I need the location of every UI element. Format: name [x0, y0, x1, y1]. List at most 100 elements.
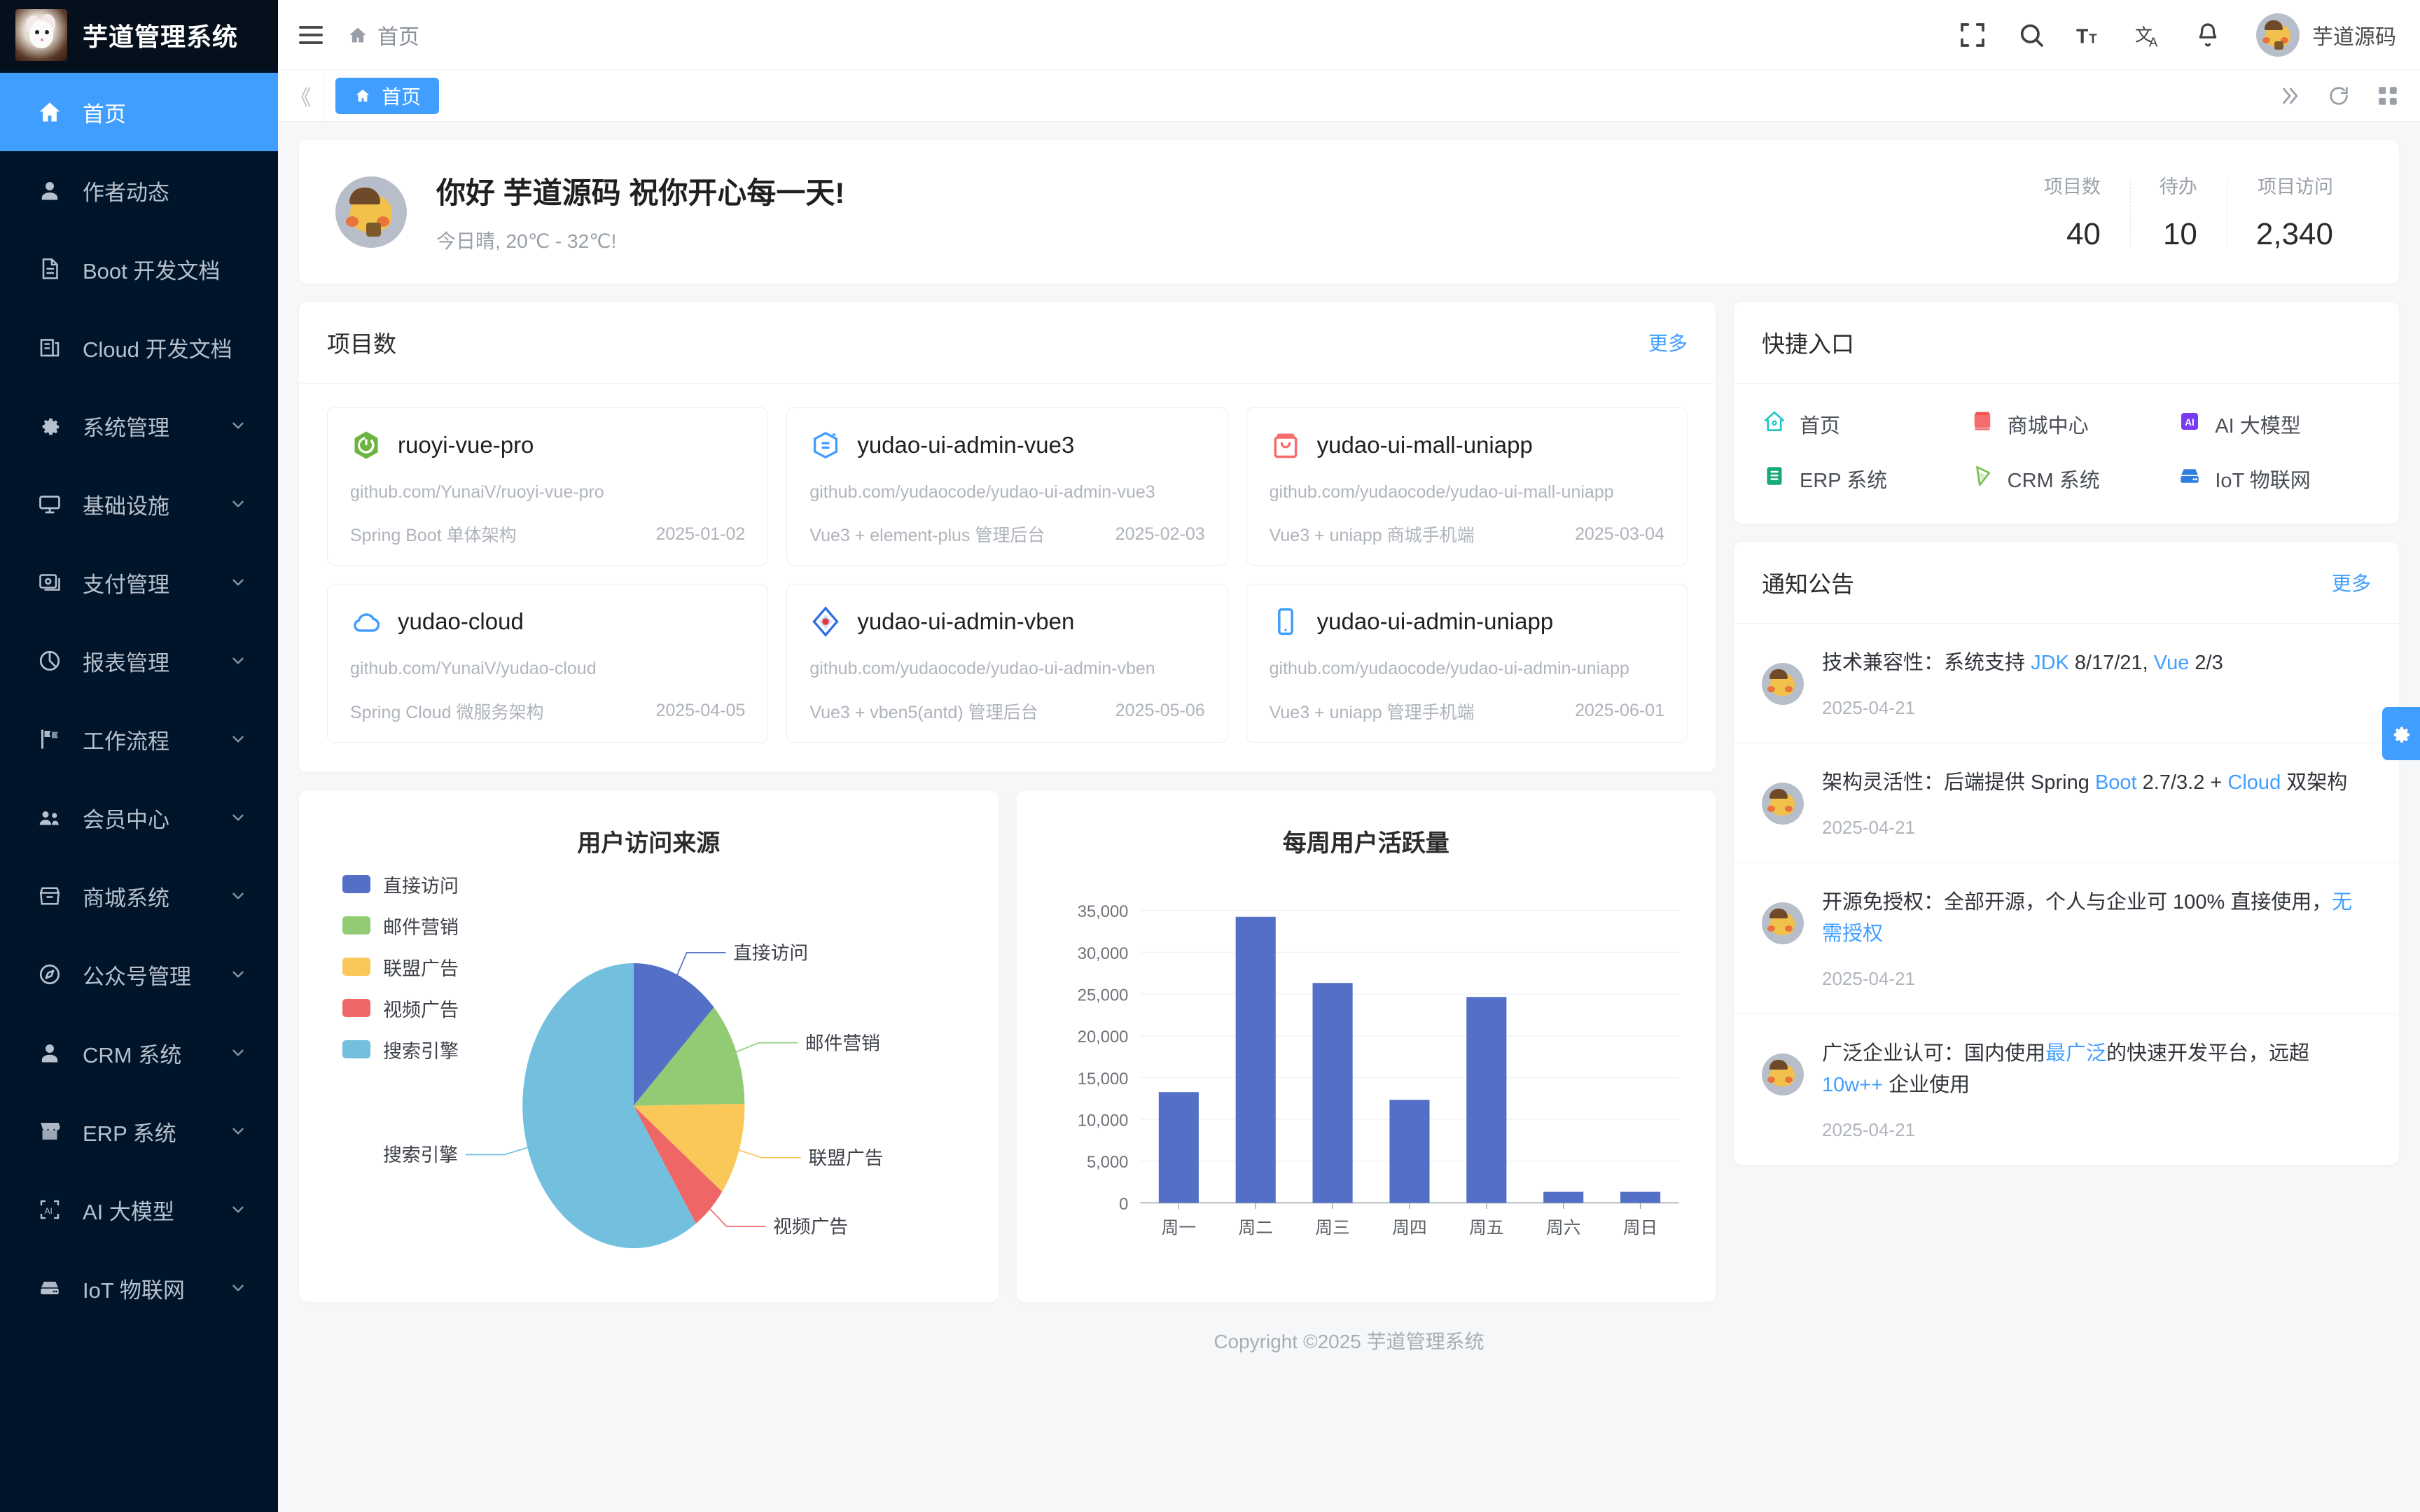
projects-more-link[interactable]: 更多: [1648, 332, 1688, 354]
notice-link[interactable]: Cloud: [2227, 771, 2281, 794]
search-icon[interactable]: [2011, 15, 2052, 55]
sidebar-item-12[interactable]: CRM 系统: [0, 1014, 278, 1092]
project-card-2[interactable]: yudao-ui-mall-uniapp github.com/yudaocod…: [1246, 407, 1688, 566]
element-icon: [809, 429, 842, 461]
sidebar-item-6[interactable]: 支付管理: [0, 543, 278, 622]
bar-6[interactable]: [1620, 1191, 1660, 1203]
project-name: yudao-ui-admin-vben: [857, 608, 1075, 635]
sidebar-item-11[interactable]: 公众号管理: [0, 935, 278, 1014]
project-card-5[interactable]: yudao-ui-admin-uniapp github.com/yudaoco…: [1246, 584, 1688, 743]
notice-link[interactable]: Boot: [2094, 771, 2137, 794]
user-menu[interactable]: 芋道源码: [2256, 13, 2396, 57]
sidebar-item-15[interactable]: IoT 物联网: [0, 1249, 278, 1327]
project-meta: Vue3 + uniapp 管理手机端 2025-06-01: [1270, 682, 1664, 724]
project-card-3[interactable]: yudao-cloud github.com/YunaiV/yudao-clou…: [327, 584, 769, 743]
sidebar-item-4[interactable]: 系统管理: [0, 386, 278, 465]
tab-0[interactable]: 首页: [335, 77, 440, 114]
grid-icon[interactable]: [2371, 79, 2405, 113]
fullscreen-icon[interactable]: [1952, 15, 1993, 55]
project-name: yudao-ui-mall-uniapp: [1316, 432, 1533, 458]
notice-link[interactable]: JDK: [2031, 652, 2069, 674]
notices-more-link[interactable]: 更多: [2331, 573, 2371, 594]
pie-slice-2[interactable]: [633, 1103, 745, 1192]
notice-link[interactable]: 10w++: [1822, 1073, 1884, 1096]
notice-text: 广泛企业认可：国内使用: [1822, 1042, 2046, 1065]
next-tabs-icon[interactable]: [2273, 79, 2307, 113]
notice-item-2[interactable]: 开源免授权：全部开源，个人与企业可 100% 直接使用，无需授权 2025-04…: [1734, 863, 2399, 1014]
notice-link[interactable]: 最广泛: [2045, 1042, 2107, 1065]
pie-legend-item-4[interactable]: 搜索引擎: [342, 1036, 459, 1063]
bar-1[interactable]: [1235, 916, 1276, 1203]
pie-slice-0[interactable]: [633, 962, 714, 1106]
breadcrumb[interactable]: 首页: [348, 20, 419, 50]
sidebar-item-5[interactable]: 基础设施: [0, 465, 278, 543]
sidebar-item-7[interactable]: 报表管理: [0, 622, 278, 700]
y-tick-4: 20,000: [1077, 1028, 1128, 1046]
sidebar-item-10[interactable]: 商城系统: [0, 857, 278, 935]
pie-leader-0: [676, 951, 726, 975]
sidebar-item-13[interactable]: ERP 系统: [0, 1092, 278, 1170]
quick-access-item-4[interactable]: CRM 系统: [1970, 463, 2164, 494]
ai-badge-icon: AI: [2177, 409, 2202, 440]
brand-title: 芋道管理系统: [83, 22, 239, 51]
quick-access-item-1[interactable]: 商城中心: [1970, 409, 2164, 440]
pie-legend-item-1[interactable]: 邮件营销: [342, 912, 459, 939]
project-card-1[interactable]: yudao-ui-admin-vue3 github.com/yudaocode…: [786, 407, 1228, 566]
stat-value: 40: [2066, 217, 2101, 251]
sidebar-item-2[interactable]: Boot 开发文档: [0, 230, 278, 308]
quick-access-grid: 首页 商城中心 AI AI 大模型 ERP 系统 CRM 系统 IoT 物联网: [1734, 384, 2399, 524]
refresh-icon[interactable]: [2322, 79, 2356, 113]
collapse-tabs-button[interactable]: 《: [278, 69, 324, 122]
sidebar-item-14[interactable]: AI AI 大模型: [0, 1170, 278, 1249]
pie-chart[interactable]: 直接访问 邮件营销 联盟广告 视频广告 搜索引擎 直接访问 邮件营销 联盟广告 视频广…: [323, 858, 975, 1278]
notice-item-1[interactable]: 架构灵活性：后端提供 Spring Boot 2.7/3.2 + Cloud 双…: [1734, 743, 2399, 863]
quick-access-item-5[interactable]: IoT 物联网: [2177, 463, 2371, 494]
pie-legend-item-2[interactable]: 联盟广告: [342, 953, 459, 981]
notice-item-3[interactable]: 广泛企业认可：国内使用最广泛的快速开发平台，远超 10w++ 企业使用 2025…: [1734, 1014, 2399, 1165]
bar-chart[interactable]: 0 5,000 10,000 15,000 20,000 25,000 30,000 35,0…: [1041, 858, 1692, 1278]
sidebar-item-3[interactable]: Cloud 开发文档: [0, 308, 278, 386]
settings-fab-button[interactable]: [2382, 707, 2420, 760]
bar-5[interactable]: [1543, 1191, 1583, 1203]
sidebar-item-9[interactable]: 会员中心: [0, 778, 278, 857]
bar-2[interactable]: [1312, 982, 1353, 1203]
pie-slice-4[interactable]: [522, 962, 696, 1248]
server-icon: [36, 1275, 63, 1301]
bar-3[interactable]: [1389, 1099, 1430, 1203]
pie-legend-item-3[interactable]: 视频广告: [342, 995, 459, 1022]
sidebar-item-1[interactable]: 作者动态: [0, 151, 278, 230]
sidebar-item-0[interactable]: 首页: [0, 73, 278, 151]
pie-slice-1[interactable]: [633, 1007, 745, 1106]
sidebar-logo[interactable]: 芋道管理系统: [0, 0, 278, 70]
hamburger-icon[interactable]: [299, 20, 330, 50]
pie-chart-card: 用户访问来源 直接访问 邮件营销 联盟广告 视频广告 搜索引擎 直接访问 邮件营销…: [299, 790, 999, 1302]
project-card-4[interactable]: yudao-ui-admin-vben github.com/yudaocode…: [786, 584, 1228, 743]
quick-access-item-2[interactable]: AI AI 大模型: [2177, 409, 2371, 440]
bar-chart-title: 每周用户活跃量: [1282, 830, 1449, 857]
sidebar-item-8[interactable]: 工作流程: [0, 700, 278, 778]
quick-access-item-0[interactable]: 首页: [1762, 409, 1956, 440]
pie-slice-3[interactable]: [633, 1105, 723, 1224]
notice-text: 开源免授权：全部开源，个人与企业可 100% 直接使用，: [1822, 890, 2332, 913]
page-content: 你好 芋道源码 祝你开心每一天! 今日晴, 20℃ - 32℃! 项目数 40 待…: [278, 122, 2420, 1512]
pie-leader-4: [465, 1147, 528, 1155]
notice-item-0[interactable]: 技术兼容性：系统支持 JDK 8/17/21, Vue 2/3 2025-04-…: [1734, 624, 2399, 743]
project-card-0[interactable]: ruoyi-vue-pro github.com/YunaiV/ruoyi-vu…: [327, 407, 769, 566]
sidebar-item-label: 公众号管理: [83, 964, 191, 989]
bar-0[interactable]: [1158, 1091, 1199, 1203]
pie-legend-item-0[interactable]: 直接访问: [342, 871, 459, 898]
notice-link[interactable]: 无需授权: [1822, 890, 2353, 945]
members-icon: [36, 804, 63, 831]
bar-4[interactable]: [1466, 996, 1506, 1203]
notice-link[interactable]: Vue: [2153, 652, 2190, 674]
bell-icon[interactable]: [2188, 15, 2228, 55]
avatar: [2256, 13, 2300, 57]
x-label-1: 周二: [1238, 1217, 1272, 1238]
sidebar-item-label: 作者动态: [83, 180, 169, 205]
quick-access-item-3[interactable]: ERP 系统: [1762, 463, 1956, 494]
project-url: github.com/yudaocode/yudao-ui-admin-vue3: [809, 482, 1155, 502]
project-name: yudao-ui-admin-vue3: [857, 432, 1075, 458]
